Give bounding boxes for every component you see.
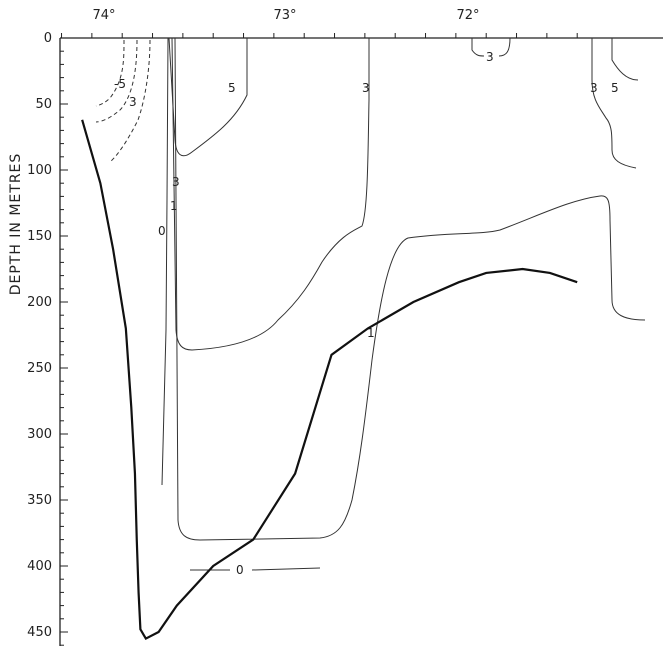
contour-label-5-left: 5 — [228, 81, 236, 95]
contour-label-minus3: 3 — [129, 95, 137, 109]
contour-dashed-minus5 — [95, 39, 125, 107]
x-minor-ticks — [61, 33, 578, 38]
y-tick-label-50: 50 — [35, 97, 52, 112]
contour-5-left — [168, 37, 248, 157]
y-tick-label-300: 300 — [27, 427, 52, 442]
contour-3-left — [171, 37, 370, 351]
contour-label-0-bottom: 0 — [236, 563, 244, 577]
x-tick-label-74: 74° — [92, 8, 115, 23]
axes — [59, 33, 663, 646]
contour-label-3-top: 3 — [362, 81, 370, 95]
contour-5-right — [611, 38, 639, 81]
y-tick-label-0: 0 — [44, 31, 52, 46]
x-tick-label-73: 73° — [273, 8, 296, 23]
y-tick-label-150: 150 — [27, 229, 52, 244]
y-tick-label-400: 400 — [27, 559, 52, 574]
contour-0-bottom-right — [251, 567, 321, 571]
contour-label-1-left: 1 — [170, 199, 178, 213]
y-tick-label-350: 350 — [27, 493, 52, 508]
y-tick-label-200: 200 — [27, 295, 52, 310]
contour-dashed-minus1 — [109, 39, 151, 163]
contour-label-1-mid: 1 — [367, 326, 375, 340]
contour-label-minus5: -5 — [114, 77, 126, 91]
contour-1 — [174, 37, 646, 541]
contour-3-small-top — [471, 38, 485, 57]
dashed-contour-group: -5 3 — [95, 39, 151, 163]
contour-dashed-minus3 — [95, 39, 138, 123]
y-axis-title: DEPTH IN METRES — [8, 153, 24, 296]
seafloor-line — [81, 119, 578, 641]
contour-3-small-top-right — [498, 37, 511, 57]
contour-label-3-right: 3 — [590, 81, 598, 95]
contour-0-left — [161, 37, 169, 486]
y-tick-label-100: 100 — [27, 163, 52, 178]
contour-label-0-left: 0 — [158, 224, 166, 238]
solid-contour-group: 5 3 3 1 1 0 0 3 3 5 — [158, 37, 646, 577]
y-minor-ticks — [60, 37, 68, 646]
x-tick-label-72: 72° — [456, 8, 479, 23]
contour-label-3-small: 3 — [486, 50, 494, 64]
y-tick-label-450: 450 — [27, 625, 52, 640]
y-tick-label-250: 250 — [27, 361, 52, 376]
contour-3-right — [591, 38, 637, 169]
contour-label-5-right: 5 — [611, 81, 619, 95]
